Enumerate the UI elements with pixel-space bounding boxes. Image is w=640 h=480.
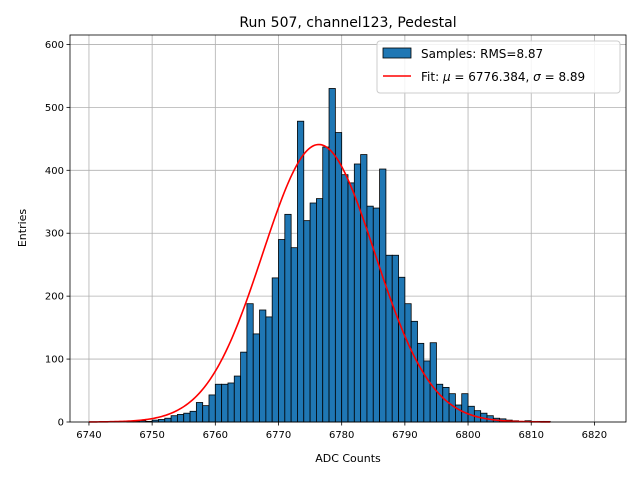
y-tick-label: 0 <box>58 418 64 429</box>
histogram-bar <box>316 198 324 423</box>
histogram-bar <box>417 342 425 423</box>
histogram-bar <box>372 207 380 423</box>
histogram-bar <box>195 402 204 423</box>
legend-fit-sigma-value: = 8.89 <box>541 70 585 84</box>
histogram-bar <box>322 146 330 423</box>
histogram-bar <box>334 132 343 423</box>
histogram-bar <box>404 303 412 423</box>
y-tick-label: 600 <box>45 40 64 51</box>
histogram-bar <box>202 405 210 423</box>
y-tick-label: 300 <box>45 229 64 240</box>
legend-fit-mu-value: = 6776.384, <box>451 70 534 84</box>
histogram-bar <box>410 320 418 423</box>
x-tick-label: 6800 <box>455 430 480 441</box>
histogram-bar <box>284 213 292 423</box>
histogram-bar <box>341 174 349 423</box>
x-axis-label: ADC Counts <box>315 452 381 465</box>
histogram-bar <box>214 383 223 423</box>
histogram-bar <box>290 247 298 423</box>
x-axis-ticks: 6740 6750 6760 6770 6780 6790 6800 6810 6820 <box>76 422 607 441</box>
legend-fit-prefix: Fit: <box>421 70 443 84</box>
histogram-bar <box>246 303 254 423</box>
histogram-bar <box>259 309 267 423</box>
histogram-bar <box>379 168 387 423</box>
legend-fit-sigma-symbol: σ <box>533 70 541 84</box>
x-tick-label: 6740 <box>76 430 101 441</box>
histogram-bar <box>177 414 185 423</box>
histogram-bar <box>297 120 305 423</box>
histogram-bar <box>170 415 178 423</box>
histogram-bar <box>189 410 197 423</box>
histogram-bar <box>360 154 368 423</box>
x-tick-label: 6810 <box>519 430 544 441</box>
histogram-bar <box>227 382 235 423</box>
legend-fit-label: Fit: μ = 6776.384, σ = 8.89 <box>421 70 585 84</box>
y-tick-label: 200 <box>45 292 64 303</box>
histogram-bar <box>347 182 355 423</box>
histogram-bar <box>208 394 216 423</box>
y-tick-label: 500 <box>45 103 64 114</box>
x-tick-label: 6790 <box>392 430 417 441</box>
histogram-bar <box>278 239 286 423</box>
x-tick-label: 6820 <box>582 430 607 441</box>
histogram-bar <box>328 88 336 423</box>
legend: Samples: RMS=8.87 Fit: μ = 6776.384, σ =… <box>376 40 621 94</box>
histogram-bar <box>233 375 241 423</box>
histogram-bar <box>271 277 279 423</box>
x-tick-label: 6750 <box>139 430 164 441</box>
histogram-bar <box>423 360 431 423</box>
histogram-bar <box>240 351 248 423</box>
histogram-bar <box>221 383 229 423</box>
legend-samples-label: Samples: RMS=8.87 <box>421 47 543 61</box>
histogram-bar <box>252 333 260 423</box>
histogram-bar <box>398 276 406 423</box>
y-tick-label: 100 <box>45 355 64 366</box>
y-axis-label: Entries <box>16 209 29 248</box>
x-tick-label: 6770 <box>266 430 291 441</box>
histogram-bar <box>391 254 399 423</box>
x-tick-label: 6760 <box>203 430 228 441</box>
histogram-bar <box>461 393 469 423</box>
gaussian-fit-curve <box>88 143 551 423</box>
y-tick-label: 400 <box>45 166 64 177</box>
chart-title: Run 507, channel123, Pedestal <box>239 15 456 31</box>
legend-samples-swatch <box>382 47 412 59</box>
histogram-bar <box>303 220 311 423</box>
histogram-bar <box>442 386 450 423</box>
histogram-bar <box>436 383 444 423</box>
histogram-bar <box>164 417 172 423</box>
histogram-bars <box>107 88 551 423</box>
legend-box <box>376 40 621 94</box>
histogram-bar <box>309 202 317 423</box>
y-axis-ticks: 0 100 200 300 400 500 600 <box>45 40 70 429</box>
histogram-bar <box>429 342 437 423</box>
legend-fit-mu-symbol: μ <box>442 70 451 84</box>
histogram-bar <box>183 412 191 423</box>
plot-frame <box>69 34 627 423</box>
histogram-bar <box>385 254 393 423</box>
x-tick-label: 6780 <box>329 430 354 441</box>
histogram-bar <box>265 316 273 423</box>
